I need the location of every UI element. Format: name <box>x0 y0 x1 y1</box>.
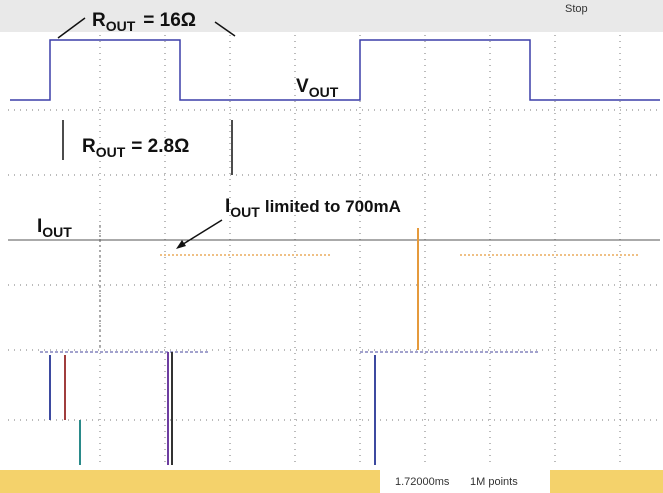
lower-edges <box>50 352 375 465</box>
value: = 16Ω <box>143 10 196 31</box>
symbol: R <box>92 10 106 31</box>
i-out-label: IOUT <box>37 216 72 240</box>
symbol: V <box>296 76 309 97</box>
subscript: OUT <box>309 84 339 100</box>
scope-screen: Stop ROUT= 16Ω VOUT ROUT= 2.8Ω IOU <box>0 0 663 493</box>
run-state: Stop <box>565 3 588 15</box>
subscript: OUT <box>96 144 126 160</box>
record-length: 1M points <box>470 476 518 488</box>
arrow <box>180 220 222 246</box>
text: limited to 700mA <box>265 197 401 216</box>
bottom-bar <box>0 470 663 493</box>
time-position: 1.72000ms <box>395 476 450 488</box>
symbol: R <box>82 136 96 157</box>
arrowhead <box>176 240 186 249</box>
subscript: OUT <box>106 18 136 34</box>
value: = 2.8Ω <box>131 136 189 157</box>
subscript: OUT <box>230 204 260 220</box>
r-out-2-8: ROUT = 2.8Ω <box>82 136 189 160</box>
subscript: OUT <box>42 224 72 240</box>
v-out-label: VOUT <box>296 76 339 100</box>
